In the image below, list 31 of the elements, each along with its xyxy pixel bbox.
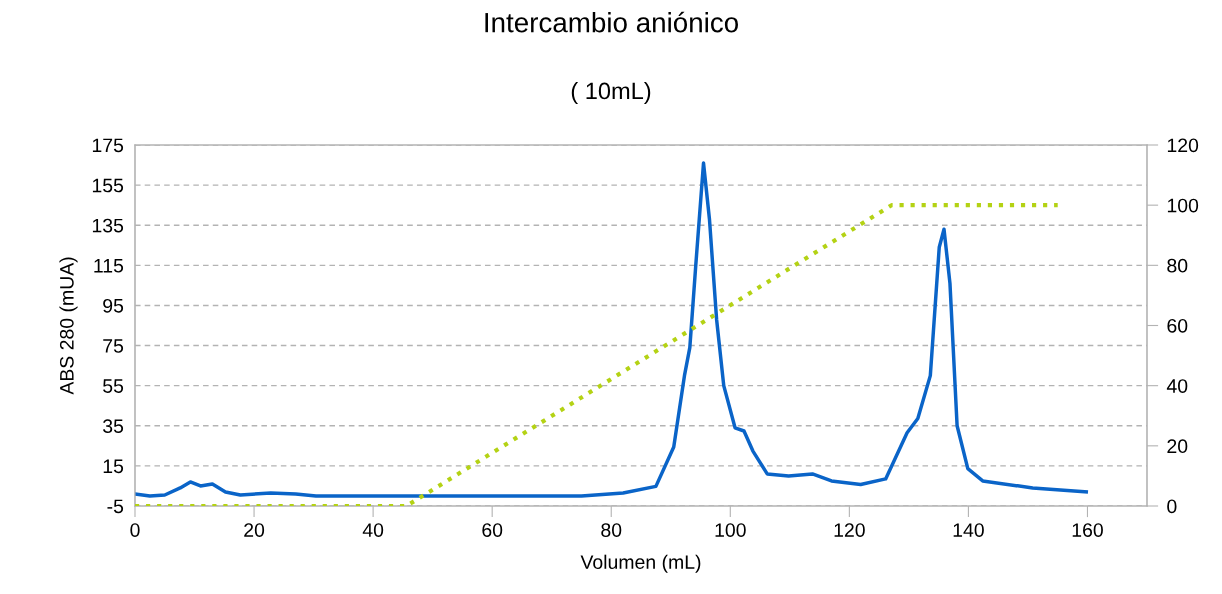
y2-tick-label: 100 bbox=[1167, 198, 1199, 213]
y-tick-label: 155 bbox=[92, 178, 124, 193]
y-tick-label: 15 bbox=[103, 459, 124, 474]
x-tick-label: 60 bbox=[482, 523, 503, 537]
y2-tick-label: 80 bbox=[1167, 258, 1188, 273]
line-series bbox=[135, 161, 1089, 498]
y-tick-label: 95 bbox=[103, 298, 124, 313]
x-tick-label: 0 bbox=[130, 523, 140, 537]
y-tick-label: -5 bbox=[107, 499, 124, 514]
y-axis-title: ABS 280 (mUA) bbox=[59, 257, 78, 395]
y2-tick-label: 20 bbox=[1167, 439, 1188, 454]
x-tick-label: 120 bbox=[834, 523, 865, 537]
x-axis-title: Volumen (mL) bbox=[580, 554, 701, 573]
x-tick-label: 160 bbox=[1072, 523, 1103, 537]
chart-subtitle: ( 10mL) bbox=[571, 82, 651, 104]
x-tick-label: 40 bbox=[362, 523, 384, 537]
y2-tick-label: 40 bbox=[1166, 379, 1188, 393]
x-tick-label: 80 bbox=[601, 523, 622, 537]
x-tick-label: 20 bbox=[244, 523, 265, 537]
y-tick-label: 135 bbox=[92, 218, 124, 233]
x-tick-label: 140 bbox=[953, 523, 984, 537]
y2-tick-label: 60 bbox=[1167, 318, 1188, 333]
y2-tick-label: 0 bbox=[1167, 499, 1177, 514]
y-tick-label: 35 bbox=[103, 419, 124, 434]
y-tick-label: 55 bbox=[103, 379, 124, 393]
y-tick-label: 175 bbox=[92, 138, 124, 153]
y-tick-label: 115 bbox=[94, 259, 124, 273]
y-tick-label: 75 bbox=[103, 339, 124, 353]
y2-tick-label: 120 bbox=[1167, 138, 1199, 153]
x-tick-label: 100 bbox=[715, 523, 746, 537]
chart-title: Intercambio aniónico bbox=[485, 11, 738, 33]
